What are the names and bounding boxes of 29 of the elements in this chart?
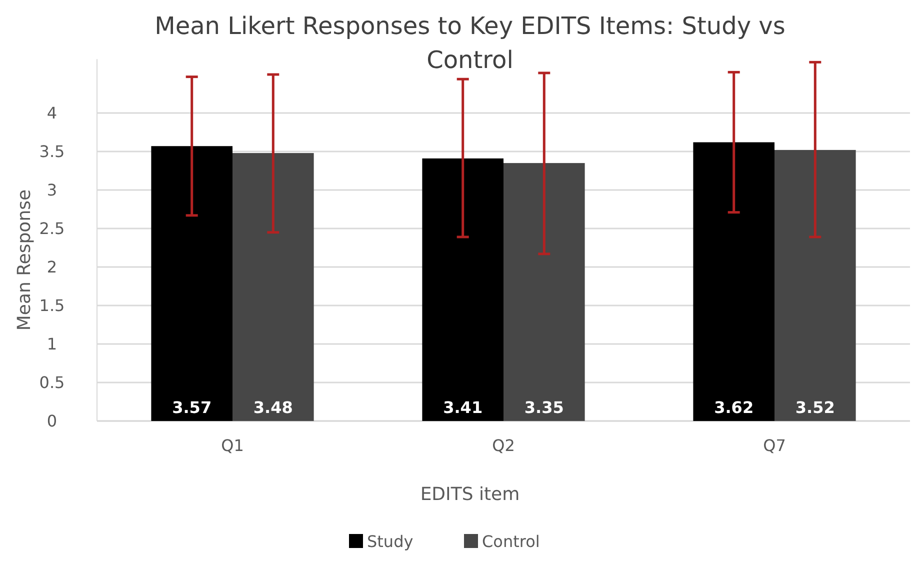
bar (693, 142, 774, 421)
y-tick-label: 0 (46, 412, 58, 431)
y-tick-label: 2.5 (39, 219, 65, 238)
chart-title: Mean Likert Responses to Key EDITS Items: Study vs Control (154, 12, 786, 74)
y-tick-label: 0.5 (39, 373, 65, 392)
bar (774, 150, 856, 421)
y-tick-label: 3.5 (39, 142, 65, 162)
legend-label: Control (482, 532, 540, 551)
bar (232, 153, 314, 421)
x-tick-label: Q2 (492, 436, 515, 455)
bar (422, 158, 504, 421)
y-tick-label: 1 (46, 334, 58, 354)
x-tick-label: Q1 (221, 436, 244, 455)
y-tick-label: 4 (46, 104, 58, 123)
y-tick-label: 1.5 (39, 296, 65, 316)
y-axis-title: Mean Response (14, 189, 35, 331)
y-tick-label: 2 (46, 258, 58, 277)
data-label: 3.62 (714, 398, 754, 417)
data-label: 3.48 (253, 398, 293, 417)
data-label: 3.52 (795, 398, 835, 417)
legend-label: Study (367, 532, 414, 551)
bar (504, 163, 585, 421)
x-tick-label: Q7 (763, 436, 786, 455)
bar (151, 146, 232, 421)
data-label: 3.35 (524, 398, 564, 417)
data-label: 3.41 (443, 398, 483, 417)
x-axis-title: EDITS item (420, 484, 520, 505)
data-label: 3.57 (172, 398, 212, 417)
y-tick-label: 3 (46, 180, 58, 200)
